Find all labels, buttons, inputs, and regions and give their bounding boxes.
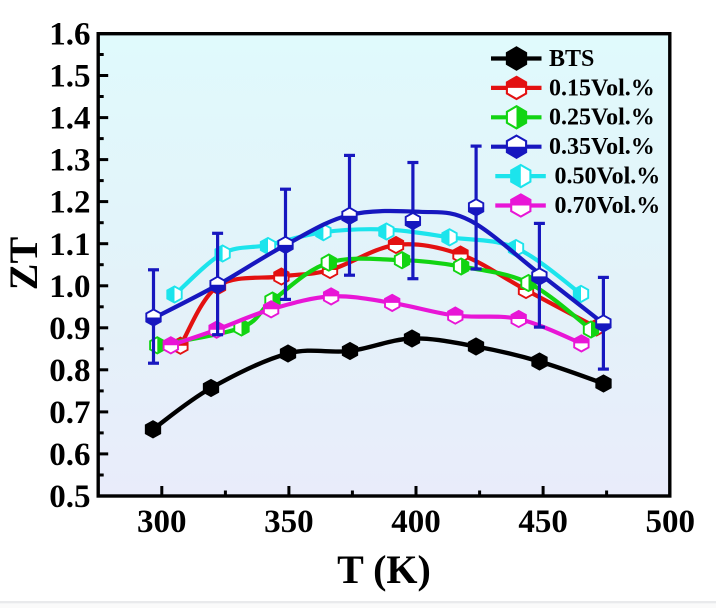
svg-text:0.50Vol.%: 0.50Vol.% <box>555 164 661 190</box>
svg-text:1.5: 1.5 <box>49 59 90 95</box>
svg-text:0.9: 0.9 <box>49 311 90 347</box>
svg-text:500: 500 <box>645 504 695 540</box>
svg-text:1.2: 1.2 <box>49 185 90 221</box>
svg-text:ZT: ZT <box>1 237 46 291</box>
svg-text:450: 450 <box>518 504 568 540</box>
svg-text:1.0: 1.0 <box>49 269 90 305</box>
svg-text:0.25Vol.%: 0.25Vol.% <box>549 105 655 131</box>
svg-text:1.4: 1.4 <box>49 101 90 137</box>
svg-text:300: 300 <box>137 504 187 540</box>
svg-text:1.6: 1.6 <box>49 17 90 53</box>
svg-text:0.35Vol.%: 0.35Vol.% <box>549 134 655 160</box>
svg-text:0.7: 0.7 <box>49 395 90 431</box>
svg-text:400: 400 <box>391 504 441 540</box>
svg-text:1.1: 1.1 <box>49 227 90 263</box>
svg-text:0.6: 0.6 <box>49 437 90 473</box>
svg-text:0.70Vol.%: 0.70Vol.% <box>555 193 661 219</box>
svg-text:T (K): T (K) <box>337 547 431 592</box>
svg-text:BTS: BTS <box>549 46 594 72</box>
svg-text:0.8: 0.8 <box>49 353 90 389</box>
svg-text:350: 350 <box>264 504 314 540</box>
svg-text:0.15Vol.%: 0.15Vol.% <box>549 75 655 101</box>
svg-text:1.3: 1.3 <box>49 143 90 179</box>
svg-text:0.5: 0.5 <box>49 479 90 515</box>
